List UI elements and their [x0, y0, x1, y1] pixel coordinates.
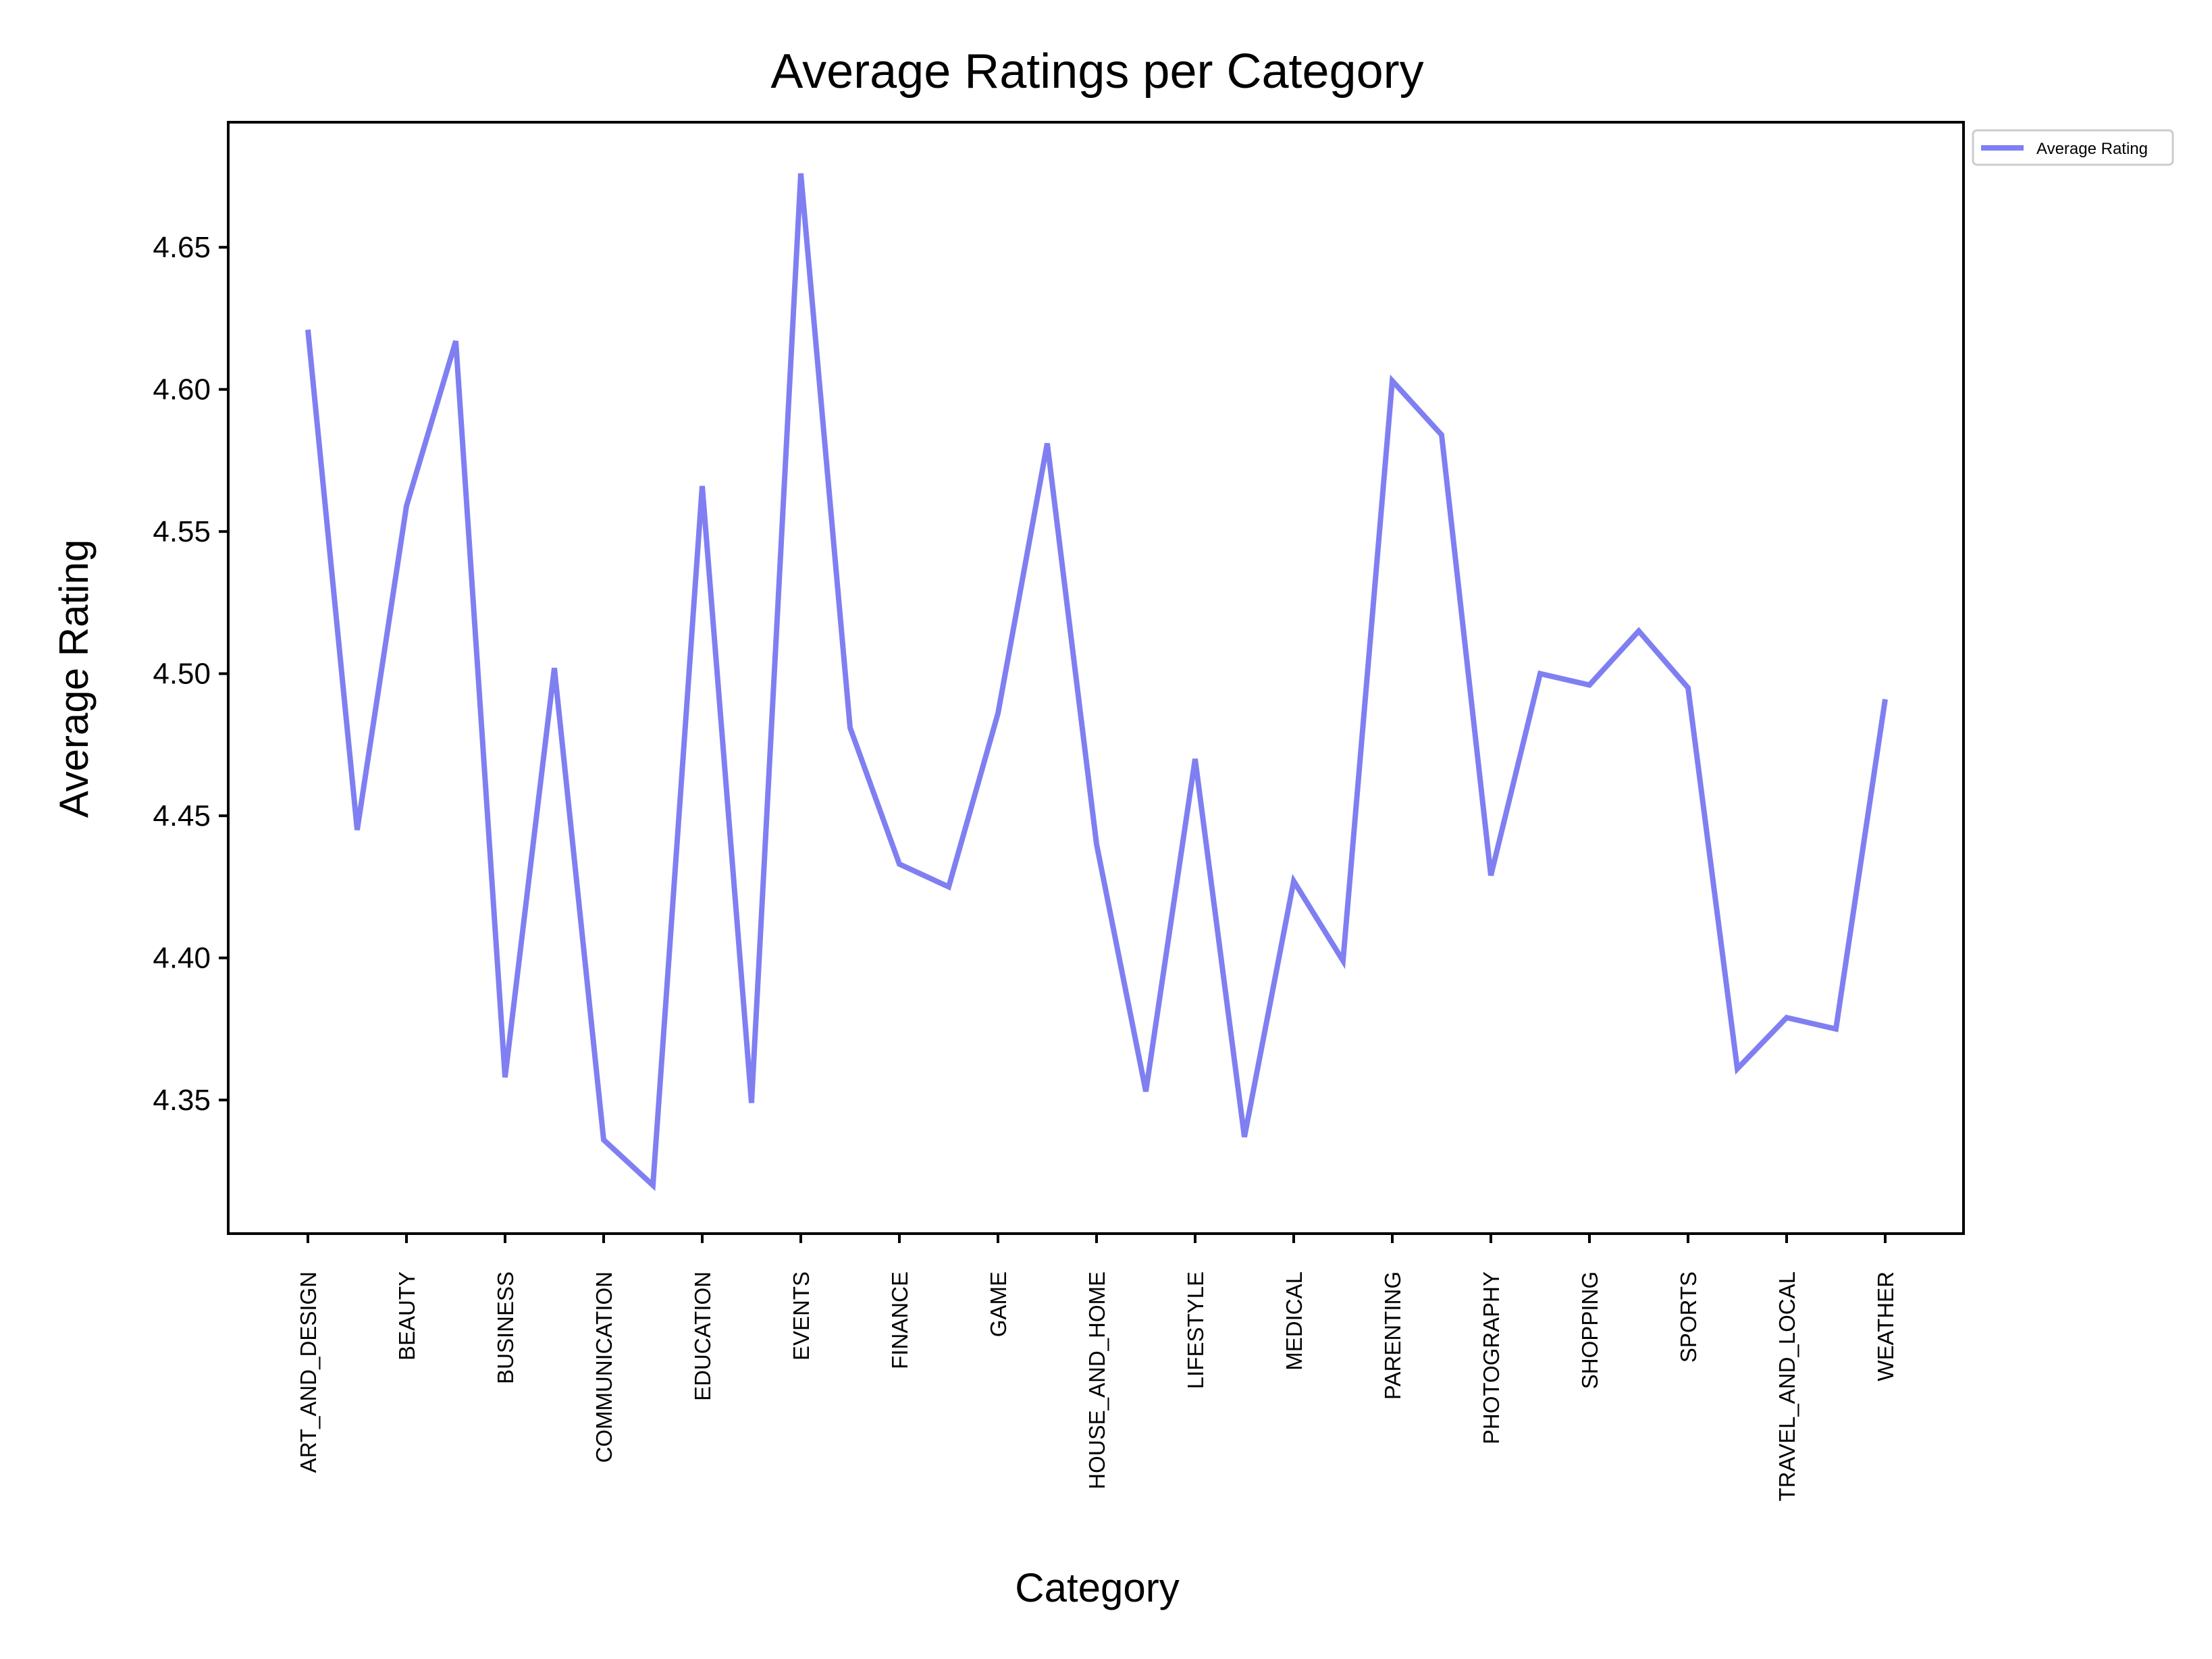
- x-tick-label: LIFESTYLE: [1183, 1271, 1208, 1389]
- y-axis: 4.35 4.40 4.45 4.50 4.55 4.60 4.65: [153, 231, 228, 1117]
- x-tick-label: TRAVEL_AND_LOCAL: [1774, 1271, 1799, 1502]
- x-tick-label: PHOTOGRAPHY: [1479, 1271, 1504, 1444]
- x-tick-label: BEAUTY: [394, 1271, 419, 1361]
- x-tick-label: BUSINESS: [493, 1271, 518, 1384]
- y-tick-label: 4.60: [153, 373, 211, 406]
- chart-title: Average Ratings per Category: [770, 45, 1423, 99]
- x-tick-label: EDUCATION: [690, 1271, 715, 1401]
- y-tick-label: 4.55: [153, 515, 211, 548]
- x-axis: ART_AND_DESIGN BEAUTY BUSINESS COMMUNICATIO…: [296, 1234, 1898, 1502]
- x-axis-label: Category: [1015, 1565, 1179, 1610]
- x-tick-label: FINANCE: [887, 1271, 912, 1369]
- plot-area-frame: [227, 121, 1965, 1235]
- y-axis-label: Average Rating: [51, 539, 97, 818]
- x-tick-label: MEDICAL: [1282, 1271, 1307, 1371]
- x-tick-label: WEATHER: [1873, 1271, 1898, 1381]
- x-tick-label: EVENTS: [789, 1271, 814, 1361]
- x-tick-label: SHOPPING: [1577, 1271, 1602, 1389]
- y-tick-label: 4.50: [153, 658, 211, 691]
- x-tick-label: COMMUNICATION: [591, 1271, 616, 1463]
- x-tick-label: GAME: [986, 1271, 1011, 1337]
- x-tick-label: SPORTS: [1676, 1271, 1701, 1363]
- series-line-average-rating: [305, 173, 1888, 1191]
- x-tick-label: ART_AND_DESIGN: [296, 1271, 321, 1473]
- data-points: [305, 171, 1888, 1188]
- legend-label: Average Rating: [2036, 140, 2148, 158]
- y-tick-label: 4.35: [153, 1084, 211, 1117]
- y-tick-label: 4.65: [153, 231, 211, 264]
- x-tick-label: HOUSE_AND_HOME: [1084, 1271, 1109, 1490]
- y-tick-label: 4.40: [153, 942, 211, 975]
- legend: Average Rating: [1972, 129, 2174, 166]
- legend-box: [1972, 129, 2174, 166]
- x-tick-label: PARENTING: [1380, 1271, 1405, 1400]
- y-tick-label: 4.45: [153, 799, 211, 833]
